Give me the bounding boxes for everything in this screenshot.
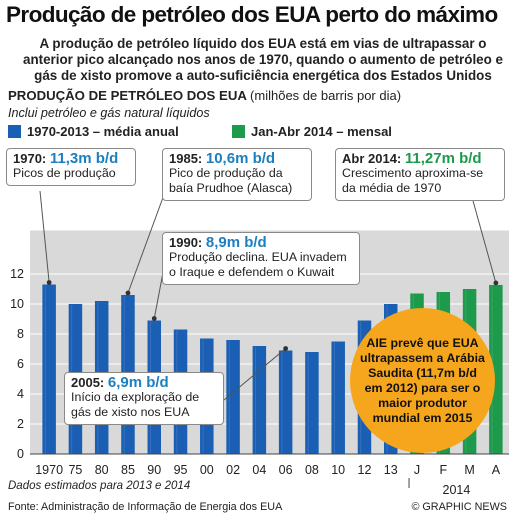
callout-1985-value: 10,6m b/d (205, 150, 276, 167)
y-tick-label: 10 (10, 297, 24, 311)
aie-forecast-text: AIE prevê que EUA ultrapassem a Arábia S… (360, 335, 485, 425)
legend-monthly-swatch (232, 125, 245, 138)
bar (278, 350, 293, 454)
y-tick-label: 8 (17, 327, 24, 341)
x-tick-label: 12 (358, 463, 372, 477)
bar (226, 340, 240, 454)
estimate-note: Dados estimados para 2013 e 2014 (8, 480, 191, 492)
callout-1990: 1990: 8,9m b/d Produção declina. EUA inv… (162, 232, 360, 285)
callout-1985: 1985: 10,6m b/d Pico de produção da baía… (162, 148, 312, 201)
legend-monthly-label: Jan-Abr 2014 – mensal (251, 124, 392, 139)
y-tick-label: 12 (10, 267, 24, 281)
source-note: Fonte: Administração de Informação de En… (8, 501, 283, 513)
x-tick-label: 04 (252, 463, 266, 477)
leader-2014-dot (493, 280, 499, 286)
x-tick-label: 06 (279, 463, 293, 477)
leader-2005-dot (283, 346, 289, 351)
callout-1985-text: Pico de produção da baía Prudhoe (Alasca… (169, 166, 293, 195)
leader-1985 (127, 191, 166, 294)
callout-2014-value: 11,27m b/d (404, 150, 482, 167)
legend-monthly: Jan-Abr 2014 – mensal (232, 124, 392, 139)
x-tick-label: 95 (174, 463, 188, 477)
bar (252, 346, 267, 454)
x-tick-label: 80 (95, 463, 109, 477)
legend-annual: 1970-2013 – média anual (8, 124, 179, 139)
x-tick-label: M (464, 463, 474, 477)
callout-1970-text: Picos de produção (13, 166, 116, 180)
y-tick-label: 0 (17, 447, 24, 461)
x-tick-label: 1970 (35, 463, 63, 477)
aie-forecast-circle: AIE prevê que EUA ultrapassem a Arábia S… (350, 308, 495, 453)
callout-2005-value: 6,9m b/d (107, 374, 169, 391)
chart-subtitle: A produção de petróleo líquido dos EUA e… (23, 36, 503, 83)
section-unit: (milhões de barris por dia) (250, 88, 402, 103)
bar (489, 284, 503, 454)
callout-1990-text: Produção declina. EUA invadem o Iraque e… (169, 250, 347, 279)
x-tick-label: A (492, 463, 501, 477)
callout-1990-value: 8,9m b/d (205, 234, 267, 251)
x-tick-label: 90 (147, 463, 161, 477)
callout-2005-text: Início da exploração de gás de xisto nos… (71, 390, 200, 419)
x-tick-label: 75 (68, 463, 82, 477)
callout-1970-year: 1970: (13, 151, 47, 166)
callout-2014-year: Abr 2014: (342, 151, 402, 166)
y-tick-label: 4 (17, 387, 24, 401)
x-group-label-2014: 2014 (443, 483, 471, 497)
callout-1990-year: 1990: (169, 235, 203, 250)
legend-annual-label: 1970-2013 – média anual (27, 124, 179, 139)
callout-1970: 1970: 11,3m b/d Picos de produção (6, 148, 136, 186)
x-tick-label: 10 (331, 463, 345, 477)
leader-2005 (223, 348, 286, 401)
x-tick-label: 00 (200, 463, 214, 477)
bar (305, 352, 319, 454)
chart-title: Produção de petróleo dos EUA perto do má… (6, 2, 498, 27)
callout-2014-text: Crescimento aproxima-se da média de 1970 (342, 166, 484, 195)
section-note: Inclui petróleo e gás natural líquidos (8, 106, 210, 120)
callout-2014: Abr 2014: 11,27m b/d Crescimento aproxim… (335, 148, 505, 201)
leader-2014 (469, 189, 497, 284)
callout-1985-year: 1985: (169, 151, 203, 166)
y-tick-label: 6 (17, 357, 24, 371)
bar (42, 284, 56, 454)
legend-annual-swatch (8, 125, 21, 138)
callout-2005-year: 2005: (71, 375, 105, 390)
callout-2005: 2005: 6,9m b/d Início da exploração de g… (64, 372, 224, 425)
section-heading: PRODUÇÃO DE PETRÓLEO DOS EUA (milhões de… (8, 88, 401, 103)
leader-1970 (39, 190, 50, 283)
x-tick-label: 13 (384, 463, 398, 477)
callout-1970-value: 11,3m b/d (49, 150, 119, 167)
x-tick-label: J (414, 463, 420, 477)
leader-1990-dot (151, 316, 157, 321)
leader-1985-dot (125, 290, 131, 296)
leader-1970-dot (46, 280, 52, 285)
bar (331, 341, 345, 454)
x-tick-label: 08 (305, 463, 319, 477)
x-tick-label: F (439, 463, 447, 477)
y-tick-label: 2 (17, 417, 24, 431)
x-tick-label: 85 (121, 463, 135, 477)
x-tick-label: 02 (226, 463, 240, 477)
section-heading-text: PRODUÇÃO DE PETRÓLEO DOS EUA (8, 88, 247, 103)
credit: © GRAPHIC NEWS (411, 501, 507, 513)
